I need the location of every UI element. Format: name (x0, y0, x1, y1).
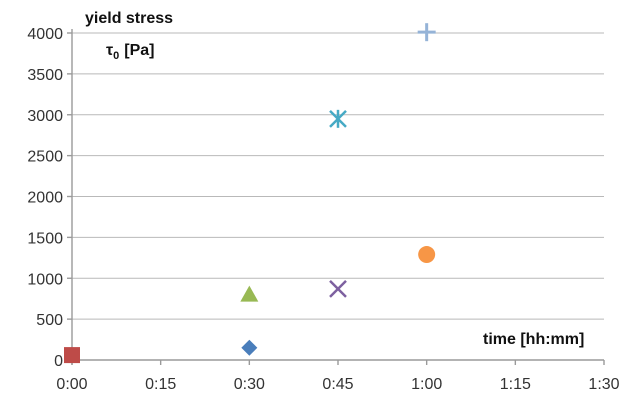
data-point-diamond (241, 339, 258, 356)
y-tick-label: 1500 (27, 230, 63, 247)
y-tick-label: 4000 (27, 26, 63, 43)
y-axis-unit-text: [Pa] (124, 42, 154, 59)
y-tick-label: 2500 (27, 149, 63, 166)
x-tick-label: 0:00 (56, 376, 87, 393)
x-tick-labels: 0:00 0:15 0:30 0:45 1:00 1:15 1:30 (56, 376, 619, 393)
y-tick-label: 2000 (27, 190, 63, 207)
gridlines (72, 32, 604, 320)
x-tick-label: 0:30 (234, 376, 265, 393)
data-point-x (329, 279, 347, 298)
x-tick-label: 1:30 (588, 376, 619, 393)
data-point-asterisk (329, 109, 347, 128)
x-tick-label: 1:15 (500, 376, 531, 393)
data-point-plus (417, 23, 436, 42)
data-point-square (64, 347, 80, 364)
x-axis-title: time [hh:mm] (483, 331, 584, 348)
data-points (64, 23, 436, 364)
y-axis-subscript: 0 (113, 50, 119, 62)
x-tick-label: 1:00 (411, 376, 442, 393)
data-point-triangle (240, 285, 259, 302)
y-tick-label: 1000 (27, 271, 63, 288)
y-tick-labels: 0 500 1000 1500 2000 2500 3000 3500 4000 (27, 26, 63, 370)
y-axis-unit: τ0 [Pa] (106, 42, 155, 62)
y-tick-label: 3000 (27, 108, 63, 125)
axes (67, 29, 605, 365)
y-tick-label: 3500 (27, 67, 63, 84)
y-axis-title: yield stress (85, 10, 173, 27)
y-axis-symbol: τ (106, 42, 113, 59)
x-tick-label: 0:45 (322, 376, 353, 393)
data-point-circle (418, 246, 436, 264)
x-tick-label: 0:15 (145, 376, 176, 393)
y-tick-label: 500 (36, 312, 63, 329)
y-tick-label: 0 (54, 353, 63, 370)
